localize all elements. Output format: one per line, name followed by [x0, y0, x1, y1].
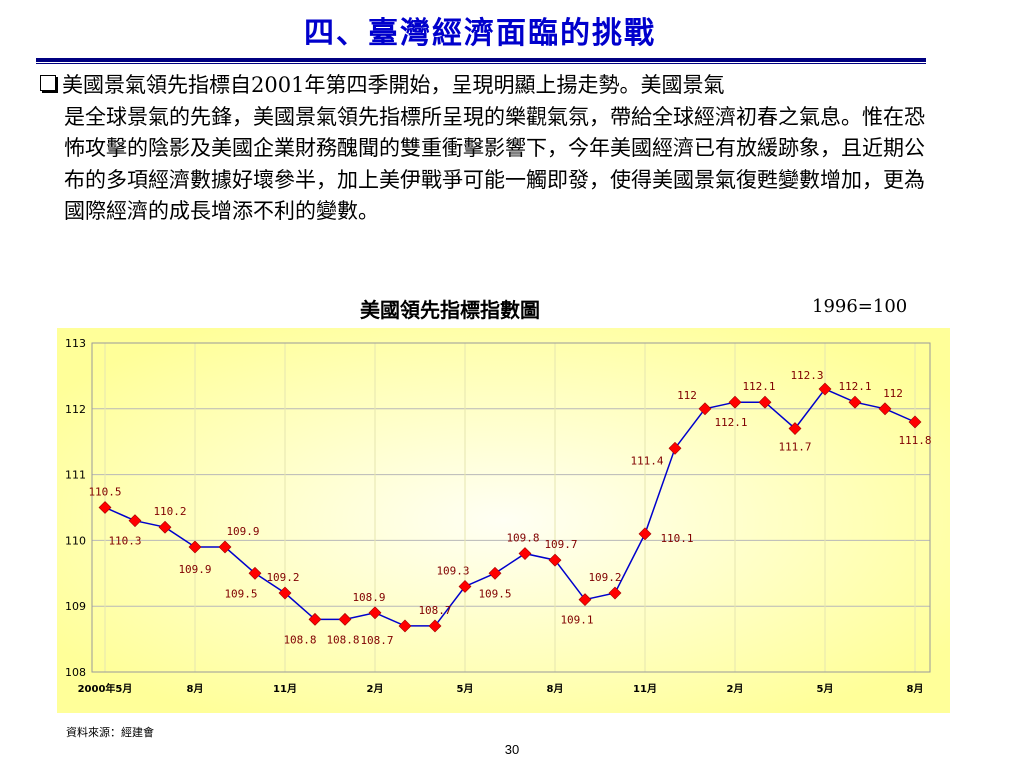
x-tick-label: 11月 [273, 683, 297, 695]
data-label: 109.9 [226, 525, 259, 538]
y-tick-label: 109 [65, 600, 86, 613]
x-tick-label: 5月 [457, 683, 474, 695]
y-tick-label: 108 [65, 666, 86, 679]
chart-base-note: 1996=100 [812, 296, 908, 317]
data-label: 112.3 [790, 369, 823, 382]
x-tick-label: 8月 [547, 683, 564, 695]
x-tick-label: 5月 [817, 683, 834, 695]
data-label: 112.1 [742, 380, 775, 393]
data-point [248, 566, 262, 580]
data-point [158, 520, 172, 534]
data-point [908, 415, 922, 429]
title-underline-thin [36, 63, 926, 64]
data-point [878, 402, 892, 416]
data-label: 109.1 [560, 614, 593, 627]
slide-title: 四、臺灣經濟面臨的挑戰 [304, 16, 656, 51]
source-note: 資料來源：經建會 [66, 726, 154, 739]
data-label: 108.7 [360, 634, 393, 647]
page-number: 30 [504, 742, 520, 757]
y-tick-label: 113 [65, 337, 86, 350]
data-point [218, 540, 232, 554]
data-label: 110.3 [108, 535, 141, 548]
x-tick-label: 2月 [367, 683, 384, 695]
paragraph-first-text: 美國景氣領先指標自2001年第四季開始，呈現明顯上揚走勢。美國景氣 [62, 73, 725, 97]
data-label: 111.4 [630, 454, 663, 467]
title-underline [36, 58, 926, 62]
x-tick-label: 11月 [633, 683, 657, 695]
data-point [188, 540, 202, 554]
data-point [488, 566, 502, 580]
series-line [104, 388, 916, 627]
data-label: 109.5 [224, 587, 257, 600]
paragraph-first-line: 美國景氣領先指標自2001年第四季開始，呈現明顯上揚走勢。美國景氣 [40, 70, 945, 102]
data-point [788, 422, 802, 435]
data-point [818, 382, 832, 396]
data-point [308, 612, 322, 626]
data-point [368, 606, 382, 620]
x-tick-label: 8月 [187, 683, 204, 695]
data-label: 109.8 [506, 532, 539, 545]
data-label: 112.1 [714, 416, 747, 429]
paragraph-rest: 是全球景氣的先鋒，美國景氣領先指標所呈現的樂觀氣氛，帶給全球經濟初春之氣息。惟在… [64, 104, 925, 224]
chart-title: 美國領先指標指數圖 [360, 298, 540, 322]
data-point [518, 547, 532, 560]
data-label: 111.7 [778, 441, 811, 454]
data-label: 108.8 [326, 633, 359, 646]
data-point [608, 586, 622, 600]
x-tick-label: 2月 [727, 683, 744, 695]
data-point [698, 402, 712, 416]
data-point [128, 514, 142, 528]
data-point [278, 586, 292, 600]
data-label: 110.5 [88, 486, 121, 499]
data-point [758, 395, 772, 409]
data-label: 112 [677, 389, 697, 402]
data-label: 109.2 [266, 571, 299, 584]
data-label: 110.1 [660, 532, 693, 545]
y-tick-label: 110 [65, 534, 86, 547]
data-label: 110.2 [153, 505, 186, 518]
data-label: 111.8 [898, 434, 931, 447]
body-paragraph: 美國景氣領先指標自2001年第四季開始，呈現明顯上揚走勢。美國景氣 是全球景氣的… [40, 70, 945, 228]
chart-background [57, 328, 950, 713]
data-label: 109.7 [544, 538, 577, 551]
data-point [338, 612, 352, 626]
data-label: 108.9 [352, 591, 385, 604]
data-label: 112 [883, 387, 903, 400]
data-point [548, 553, 562, 567]
data-label: 112.1 [838, 380, 871, 393]
data-label: 109.2 [588, 571, 621, 584]
data-point [578, 593, 592, 607]
data-point [398, 619, 412, 633]
data-label: 109.3 [436, 564, 469, 577]
data-point [98, 501, 112, 514]
data-label: 109.9 [178, 563, 211, 576]
data-label: 109.5 [478, 587, 511, 600]
data-label: 108.7 [418, 604, 451, 617]
data-point [668, 441, 682, 455]
x-tick-label: 8月 [907, 683, 924, 695]
plot-frame [91, 342, 931, 673]
leading-index-chart: 113 112 111 110 109 108 2000年5月 8月 11月 2月 5月 8月 11月 2… [57, 328, 950, 713]
data-point [848, 395, 862, 409]
data-point [458, 580, 472, 593]
y-tick-label: 112 [65, 403, 86, 416]
y-tick-label: 111 [65, 469, 86, 482]
data-label: 108.8 [283, 633, 316, 646]
x-tick-label: 2000年5月 [78, 682, 133, 695]
checkbox-bullet-icon [40, 75, 56, 91]
data-point [638, 527, 652, 541]
data-point [728, 395, 742, 409]
data-point [428, 619, 442, 633]
